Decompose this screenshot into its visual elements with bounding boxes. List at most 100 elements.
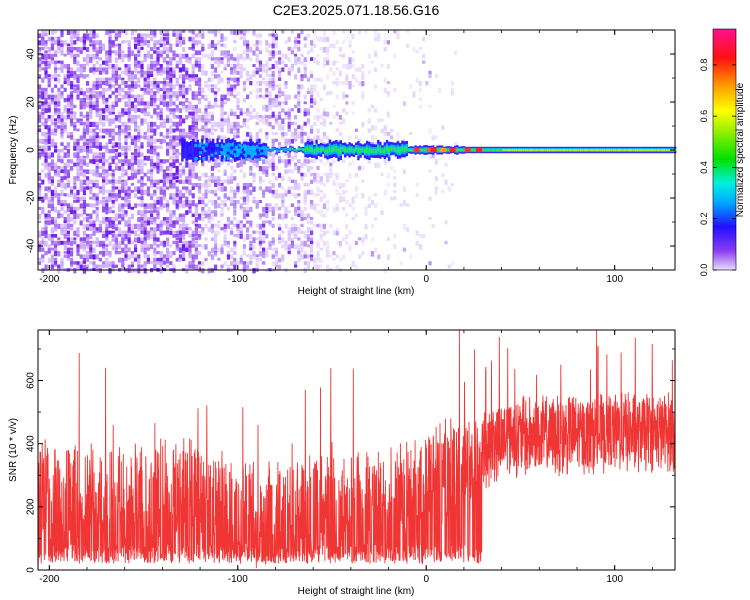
heatmap-cell <box>313 176 317 182</box>
heatmap-cell <box>114 94 118 101</box>
heatmap-cell <box>108 196 112 202</box>
heatmap-cell <box>284 247 288 251</box>
heatmap-cell <box>258 200 262 203</box>
heatmap-cell <box>368 148 371 154</box>
heatmap-cell <box>262 118 266 125</box>
heatmap-cell <box>124 53 128 58</box>
heatmap-cell <box>647 149 650 151</box>
heatmap-cell <box>287 176 291 182</box>
heatmap-cell <box>169 84 173 90</box>
heatmap-cell <box>393 30 397 34</box>
heatmap-cell <box>214 121 218 127</box>
heatmap-cell <box>130 162 134 168</box>
heatmap-cell <box>258 257 262 261</box>
heatmap-cell <box>140 193 144 198</box>
heatmap-cell <box>143 210 147 214</box>
heatmap-cell <box>166 264 170 268</box>
heatmap-cell <box>41 247 45 252</box>
heatmap-cell <box>236 53 240 58</box>
heatmap-cell <box>178 203 182 208</box>
heatmap-cell <box>367 108 371 113</box>
heatmap-cell <box>214 247 218 253</box>
heatmap-cell <box>134 125 138 129</box>
heatmap-cell <box>105 132 109 136</box>
heatmap-cell <box>159 87 163 92</box>
heatmap-cell <box>322 135 326 139</box>
heatmap-cell <box>281 237 285 243</box>
heatmap-cell <box>82 206 86 212</box>
heatmap-cell <box>127 159 131 163</box>
heatmap-cell <box>214 200 218 204</box>
heatmap-cell <box>258 115 262 118</box>
heatmap-cell <box>223 237 227 243</box>
heatmap-cell <box>127 43 131 50</box>
heatmap-cell <box>175 234 179 238</box>
heatmap-cell <box>255 121 259 126</box>
heatmap-cell <box>140 121 144 126</box>
heatmap-cell <box>239 234 243 239</box>
heatmap-cell <box>47 152 51 157</box>
heatmap-cell <box>415 193 419 197</box>
heatmap-cell <box>616 149 620 151</box>
heatmap-cell <box>178 132 182 138</box>
heatmap-cell <box>381 149 384 154</box>
heatmap-cell <box>169 138 173 143</box>
heatmap-cell <box>226 77 230 81</box>
heatmap-cell <box>198 64 202 68</box>
heatmap-cell <box>316 186 320 193</box>
heatmap-cell <box>47 60 51 66</box>
heatmap-cell <box>287 169 291 173</box>
heatmap-cell <box>95 206 99 211</box>
heatmap-cell <box>262 251 266 255</box>
heatmap-cell <box>137 94 141 98</box>
heatmap-cell <box>348 40 352 44</box>
heatmap-cell <box>319 257 323 264</box>
heatmap-cell <box>137 64 141 69</box>
heatmap-cell <box>350 147 353 152</box>
heatmap-cell <box>204 70 208 76</box>
heatmap-cell <box>143 36 147 42</box>
heatmap-cell <box>127 227 131 233</box>
heatmap-cell <box>108 87 112 91</box>
heatmap-cell <box>393 176 397 180</box>
heatmap-cell <box>66 111 70 117</box>
heatmap-cell <box>162 196 166 201</box>
heatmap-cell <box>255 67 259 72</box>
heatmap-cell <box>63 251 67 254</box>
heatmap-cell <box>537 149 540 151</box>
heatmap-cell <box>89 115 93 120</box>
heatmap-cell <box>337 148 340 155</box>
heatmap-cell <box>156 152 160 157</box>
heatmap-cell <box>105 179 109 185</box>
heatmap-cell <box>428 196 432 201</box>
heatmap-cell <box>114 33 118 40</box>
heatmap-cell <box>265 67 269 73</box>
heatmap-cell <box>175 91 179 95</box>
colorbar-ticks: 0.00.20.40.60.8 <box>699 59 736 276</box>
heatmap-cell <box>143 33 147 37</box>
heatmap-cell <box>82 223 86 230</box>
heatmap-cell <box>316 264 320 270</box>
heatmap-cell <box>281 196 285 201</box>
heatmap-cell <box>271 159 275 165</box>
heatmap-cell <box>169 251 173 255</box>
heatmap-cell <box>271 125 275 130</box>
heatmap-cell <box>303 121 307 126</box>
heatmap-cell <box>105 230 109 236</box>
heatmap-cell <box>287 111 291 117</box>
heatmap-cell <box>150 210 154 214</box>
heatmap-cell <box>57 77 61 84</box>
heatmap-cell <box>300 135 304 139</box>
heatmap-cell <box>579 149 582 151</box>
heatmap-cell <box>89 261 93 265</box>
heatmap-cell <box>178 138 182 144</box>
heatmap-cell <box>121 186 125 193</box>
heatmap-cell <box>143 108 147 113</box>
heatmap-cell <box>188 179 192 185</box>
heatmap-cell <box>190 140 193 160</box>
heatmap-cell <box>262 179 266 183</box>
heatmap-cell <box>137 36 141 43</box>
heatmap-cell <box>316 60 320 66</box>
heatmap-cell <box>95 254 99 260</box>
heatmap-cell <box>57 91 61 96</box>
